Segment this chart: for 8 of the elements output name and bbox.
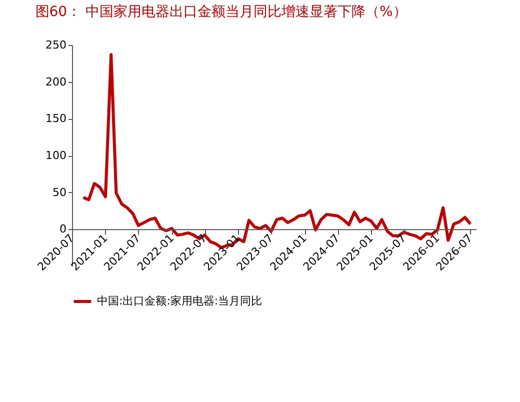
chart-title: 图60： 中国家用电器出口金额当月同比增速显著下降（%） <box>35 4 407 20</box>
y-tick-label: 200 <box>46 75 66 88</box>
y-tick-label: 0 <box>60 222 66 236</box>
y-tick-label: 100 <box>46 149 66 162</box>
y-tick-label: 250 <box>46 38 66 52</box>
y-tick-label: 50 <box>52 186 66 199</box>
y-tick-label: 150 <box>46 112 66 126</box>
legend-label: 中国:出口金额:家用电器:当月同比 <box>97 294 262 308</box>
